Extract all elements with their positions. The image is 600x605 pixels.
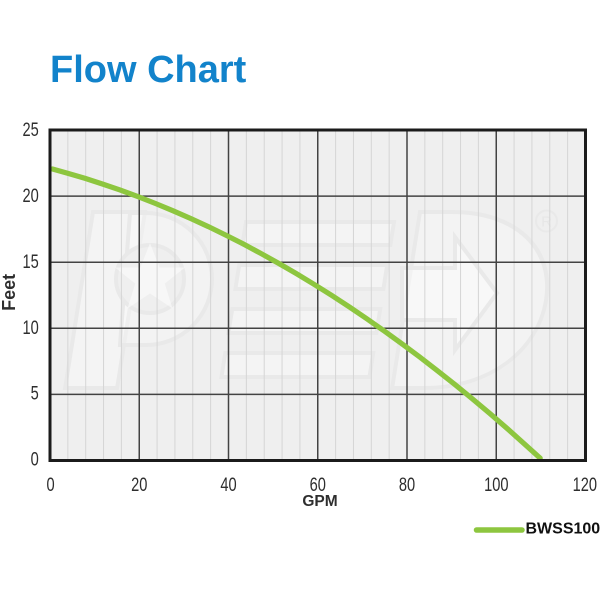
svg-text:25: 25 bbox=[22, 118, 38, 141]
svg-text:20: 20 bbox=[22, 184, 38, 207]
svg-text:0: 0 bbox=[46, 473, 54, 496]
svg-text:40: 40 bbox=[220, 473, 236, 496]
svg-text:20: 20 bbox=[131, 473, 147, 496]
svg-text:100: 100 bbox=[484, 473, 508, 496]
svg-text:15: 15 bbox=[22, 250, 38, 273]
svg-text:Feet: Feet bbox=[0, 274, 19, 311]
svg-text:Flow Chart: Flow Chart bbox=[50, 49, 247, 91]
svg-text:80: 80 bbox=[399, 473, 415, 496]
svg-text:5: 5 bbox=[31, 381, 39, 404]
svg-text:GPM: GPM bbox=[302, 493, 337, 510]
svg-text:0: 0 bbox=[31, 447, 39, 470]
svg-text:10: 10 bbox=[22, 316, 38, 339]
svg-text:BWSS100: BWSS100 bbox=[526, 521, 600, 538]
svg-text:60: 60 bbox=[310, 473, 326, 496]
svg-text:120: 120 bbox=[573, 473, 597, 496]
